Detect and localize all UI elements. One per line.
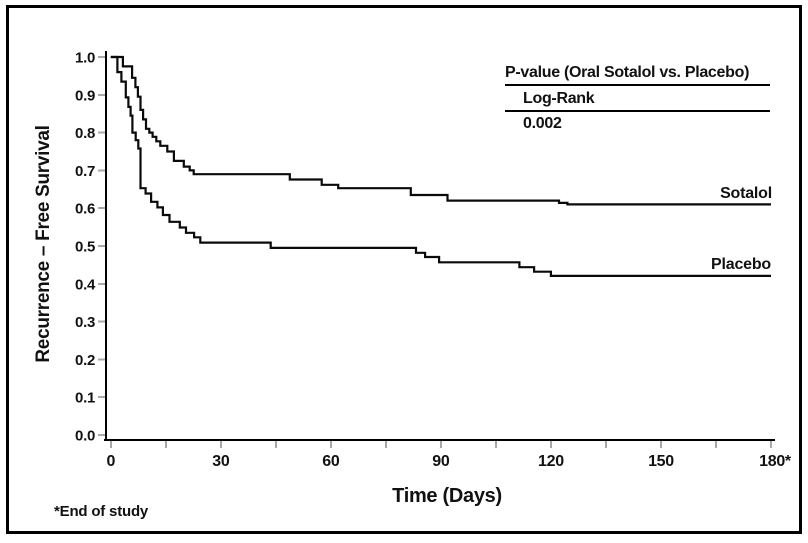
- y-tick-label: 0.2: [75, 352, 95, 369]
- y-tick-label: 0.9: [75, 87, 95, 104]
- pvalue-annotation-title: P-value (Oral Sotalol vs. Placebo): [505, 64, 770, 86]
- y-tick-label: 0.7: [75, 163, 95, 180]
- sotalol-curve: [110, 55, 771, 206]
- x-tick-label: 30: [212, 453, 230, 470]
- sotalol-curve-label: Sotalol: [720, 185, 772, 202]
- x-tick-label: 120: [538, 453, 564, 470]
- y-tick-label: 0.8: [75, 125, 95, 142]
- x-tick-label: 0: [106, 453, 115, 470]
- logrank-test-label: Log-Rank: [505, 86, 770, 112]
- placebo-curve-label: Placebo: [711, 256, 771, 273]
- y-axis-title: Recurrence – Free Survival: [33, 125, 54, 363]
- y-tick-label: 0.3: [75, 314, 95, 331]
- y-tick-label: 0.4: [75, 276, 96, 293]
- y-tick-label: 1.0: [75, 50, 95, 67]
- x-axis-title: Time (Days): [392, 485, 502, 507]
- y-tick-label: 0.1: [75, 390, 95, 407]
- x-tick-label: 60: [322, 453, 340, 470]
- x-tick-label: 90: [432, 453, 450, 470]
- pvalue-result: 0.002: [523, 115, 562, 132]
- y-tick-label: 0.6: [75, 201, 95, 218]
- placebo-curve: [110, 55, 771, 277]
- figure-border: [6, 5, 802, 534]
- end-of-study-footnote: *End of study: [54, 503, 149, 520]
- x-tick-label: 150: [648, 453, 674, 470]
- pvalue-annotation: P-value (Oral Sotalol vs. Placebo) Log-R…: [505, 64, 770, 133]
- x-tick-label: 180*: [759, 453, 792, 470]
- y-tick-label: 0.5: [75, 239, 95, 256]
- y-tick-label: 0.0: [75, 428, 95, 445]
